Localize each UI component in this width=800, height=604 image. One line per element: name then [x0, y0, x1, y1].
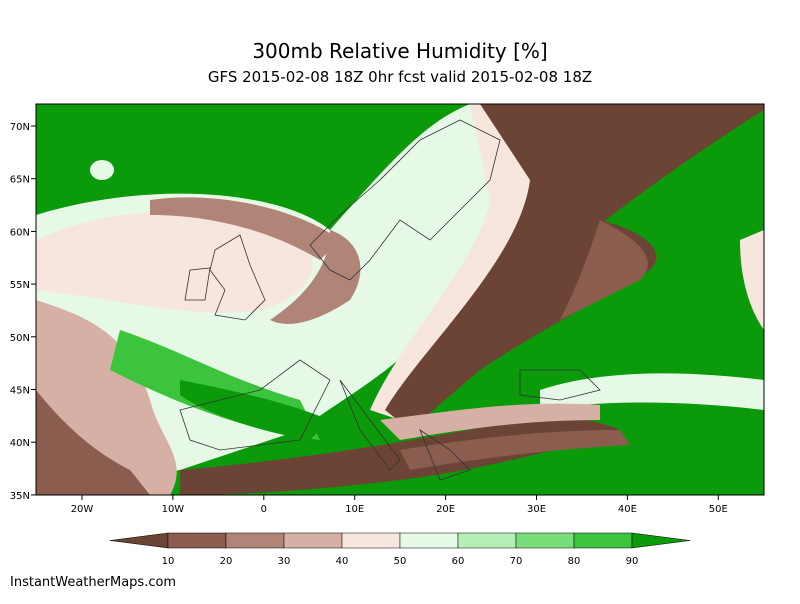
colorbar-label: 10: [162, 556, 175, 567]
colorbar-label: 90: [626, 556, 639, 567]
lon-label: 50E: [709, 504, 728, 515]
title: 300mb Relative Humidity [%]: [252, 39, 547, 63]
colorbar-swatch: [399, 532, 459, 549]
axis-labels: 20W 10W 0 10E 20E 30E 40E 50E 70N 65N 60N 55N 50N 45N…: [10, 122, 728, 515]
colorbar-swatch: [341, 532, 401, 549]
colorbar-swatch: [631, 532, 691, 549]
lon-label: 20W: [71, 504, 94, 515]
lat-label: 50N: [10, 333, 30, 344]
lon-label: 20E: [436, 504, 455, 515]
colorbar-swatch: [109, 532, 169, 549]
lat-label: 60N: [10, 227, 30, 238]
lat-label: 45N: [10, 386, 30, 397]
colorbar-label: 30: [278, 556, 291, 567]
lat-label: 40N: [10, 438, 30, 449]
lon-label: 40E: [618, 504, 637, 515]
colorbar-label: 50: [394, 556, 407, 567]
humidity-field: [36, 104, 764, 495]
footer: InstantWeatherMaps.com: [10, 575, 176, 590]
colorbar-label: 20: [220, 556, 233, 567]
lat-label: 55N: [10, 280, 30, 291]
colorbar-swatch: [515, 532, 575, 549]
colorbar-label: 40: [336, 556, 349, 567]
colorbar-swatch: [225, 532, 285, 549]
coastlines: [179, 119, 601, 481]
colorbar-swatch: [167, 532, 227, 549]
lat-label: 35N: [10, 491, 30, 502]
colorbar: 10 20 30 40 50 60 70 80 90: [109, 532, 691, 567]
colorbar-swatch: [283, 532, 343, 549]
lat-label: 70N: [10, 122, 30, 133]
colorbar-swatch: [573, 532, 633, 549]
map-frame: [35, 103, 765, 496]
lon-label: 30E: [527, 504, 546, 515]
colorbar-label: 70: [510, 556, 523, 567]
lat-label: 65N: [10, 175, 30, 186]
colorbar-label: 60: [452, 556, 465, 567]
colorbar-label: 80: [568, 556, 581, 567]
subtitle: GFS 2015-02-08 18Z 0hr fcst valid 2015-0…: [208, 68, 592, 86]
lon-label: 10E: [345, 504, 364, 515]
lon-label: 10W: [162, 504, 185, 515]
lon-label: 0: [261, 504, 267, 515]
colorbar-swatch: [457, 532, 517, 549]
